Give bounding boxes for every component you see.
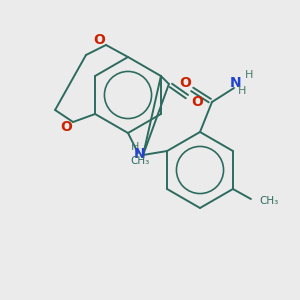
- Text: O: O: [191, 95, 203, 109]
- Text: O: O: [60, 120, 72, 134]
- Text: CH₃: CH₃: [130, 156, 150, 166]
- Text: N: N: [133, 147, 145, 161]
- Text: O: O: [179, 76, 191, 90]
- Text: CH₃: CH₃: [259, 196, 278, 206]
- Text: H: H: [245, 70, 253, 80]
- Text: H: H: [238, 86, 246, 96]
- Text: O: O: [93, 33, 105, 47]
- Text: N: N: [230, 76, 242, 90]
- Text: H: H: [131, 142, 139, 152]
